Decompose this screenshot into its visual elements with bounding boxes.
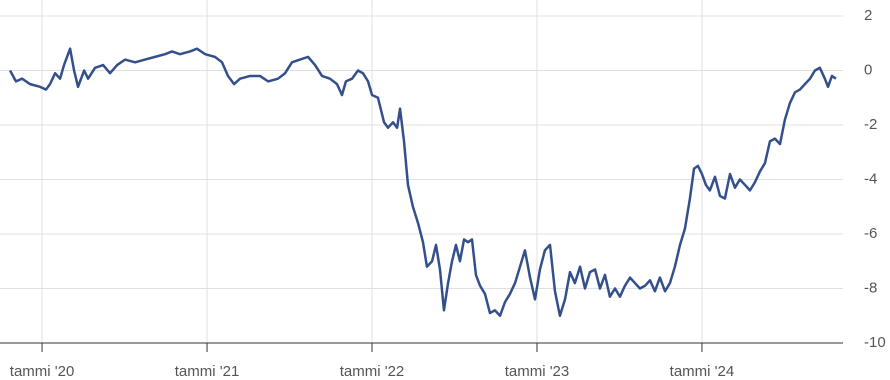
- x-tick-label: tammi '24: [670, 363, 735, 380]
- y-tick-label: -6: [864, 225, 877, 242]
- y-tick-label: 2: [864, 7, 872, 24]
- y-tick-label: 0: [864, 61, 872, 78]
- y-tick-label: -10: [864, 334, 886, 351]
- x-tick-label: tammi '20: [10, 363, 75, 380]
- y-tick-label: -4: [864, 170, 877, 187]
- line-series: [8, 47, 837, 317]
- y-tick-label: -2: [864, 116, 877, 133]
- x-tick-label: tammi '21: [175, 363, 240, 380]
- y-tick-label: -8: [864, 279, 877, 296]
- x-tick-label: tammi '23: [505, 363, 570, 380]
- x-tick-label: tammi '22: [340, 363, 405, 380]
